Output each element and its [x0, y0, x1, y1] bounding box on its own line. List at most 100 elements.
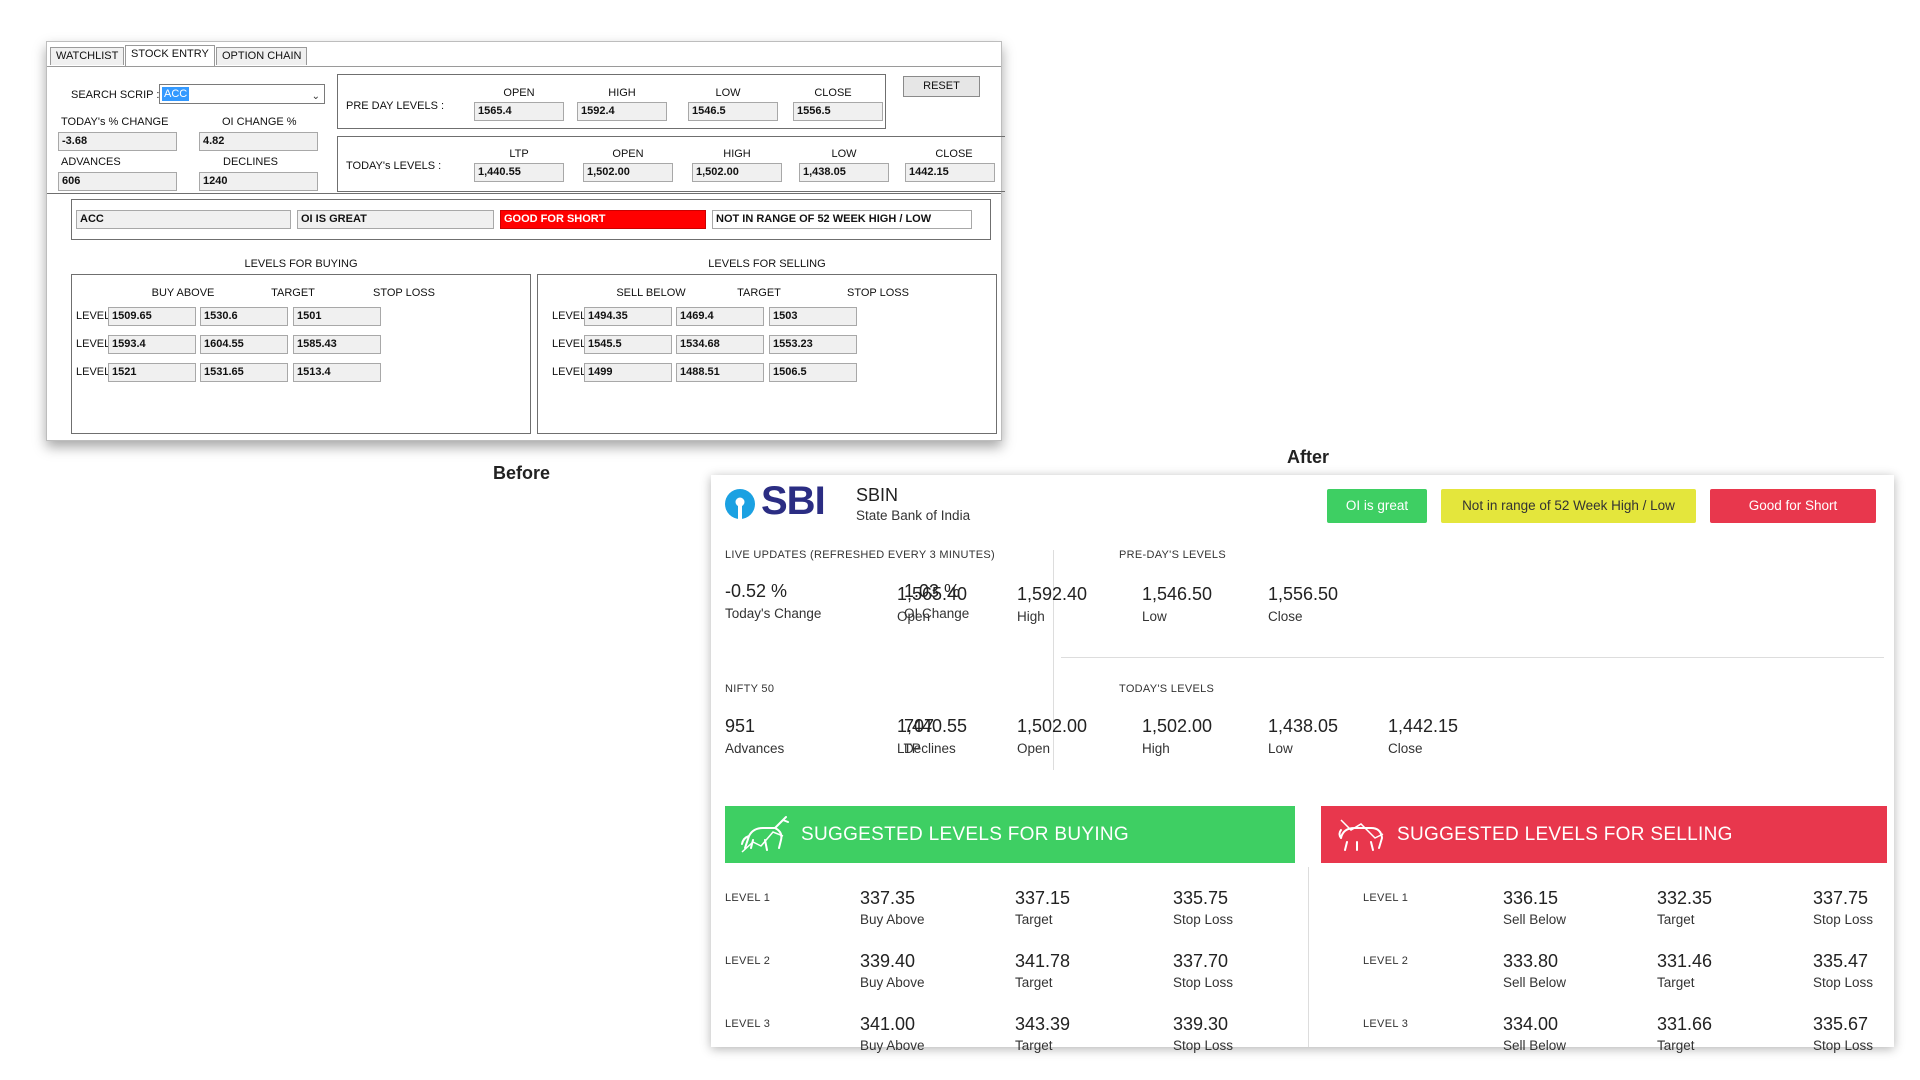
preday-close-field[interactable]: 1556.5 — [793, 102, 883, 121]
declines-label: Declines — [904, 741, 956, 756]
selling-level-field[interactable]: 1534.68 — [676, 335, 764, 354]
buying-header-buy-above: BUY ABOVE — [151, 287, 215, 299]
new-stock-card: SBI SBIN State Bank of India OI is great… — [711, 475, 1894, 1053]
today-low-field[interactable]: 1,438.05 — [799, 163, 889, 182]
preday-open-field[interactable]: 1565.4 — [474, 102, 564, 121]
buying-level-value: 339.30 — [1173, 1014, 1229, 1034]
today-levels-label: TODAY's LEVELS : — [346, 160, 442, 172]
preday-value: 1,556.50 — [1268, 584, 1339, 604]
buying-level-field[interactable]: 1593.4 — [108, 335, 196, 354]
today-close-header: CLOSE — [935, 148, 973, 160]
selling-level-value: 336.15 — [1503, 888, 1559, 908]
buying-level-caption: Stop Loss — [1173, 975, 1234, 990]
today-label: High — [1142, 741, 1170, 756]
company-name: State Bank of India — [856, 508, 971, 523]
after-caption: After — [1287, 447, 1330, 467]
declines-label: DECLINES — [223, 156, 279, 168]
today-label: Open — [1017, 741, 1051, 756]
selling-level-field[interactable]: 1506.5 — [769, 363, 857, 382]
bull-icon — [741, 816, 789, 853]
preday-low-field[interactable]: 1546.5 — [688, 102, 778, 121]
preday-label: High — [1017, 609, 1045, 624]
selling-level-caption: Sell Below — [1503, 1038, 1567, 1053]
declines-field[interactable]: 1240 — [199, 172, 318, 191]
preday-high-field[interactable]: 1592.4 — [577, 102, 667, 121]
search-scrip-dropdown[interactable]: ACC ⌄ — [159, 84, 325, 104]
buying-header-target: TARGET — [271, 287, 315, 299]
search-scrip-label: SEARCH SCRIP : — [71, 89, 160, 101]
preday-value: 1,565.40 — [897, 584, 968, 604]
status-scrip-field[interactable]: ACC — [76, 210, 291, 229]
oi-great-badge: OI is great — [1327, 489, 1427, 523]
status-range-field[interactable]: NOT IN RANGE OF 52 WEEK HIGH / LOW — [712, 210, 972, 229]
today-high-field[interactable]: 1,502.00 — [692, 163, 782, 182]
today-close-field[interactable]: 1442.15 — [905, 163, 995, 182]
buying-level-field[interactable]: 1513.4 — [293, 363, 381, 382]
today-open-field[interactable]: 1,502.00 — [583, 163, 673, 182]
buying-level-field[interactable]: 1530.6 — [200, 307, 288, 326]
oi-change-value: 1.03 % — [904, 581, 961, 601]
status-oi-field[interactable]: OI IS GREAT — [297, 210, 494, 229]
buying-level-caption: Target — [1015, 1038, 1053, 1053]
oi-change-field[interactable]: 4.82 — [199, 132, 318, 151]
preday-label: Low — [1142, 609, 1167, 624]
buying-level-caption: Stop Loss — [1173, 1038, 1234, 1053]
selling-level-value: 331.66 — [1657, 1014, 1713, 1034]
buying-level-caption: Stop Loss — [1173, 912, 1234, 927]
buying-level-field[interactable]: 1585.43 — [293, 335, 381, 354]
nifty-50-label: NIFTY 50 — [725, 683, 775, 695]
chevron-down-icon[interactable]: ⌄ — [311, 91, 320, 102]
selling-level-label: LEVEL 1 — [1363, 892, 1409, 904]
buying-level-field[interactable]: 1509.65 — [108, 307, 196, 326]
preday-levels-label: PRE-DAY'S LEVELS — [1119, 549, 1226, 561]
tab-stock-entry[interactable]: STOCK ENTRY — [125, 45, 215, 66]
buying-level-field[interactable]: 1521 — [108, 363, 196, 382]
buying-group — [71, 274, 531, 434]
buying-level-caption: Target — [1015, 912, 1053, 927]
range-badge: Not in range of 52 Week High / Low — [1441, 489, 1696, 523]
selling-levels-title: SUGGESTED LEVELS FOR SELLING — [1397, 824, 1733, 845]
preday-close-header: CLOSE — [814, 87, 852, 99]
today-value: 1,502.00 — [1017, 716, 1088, 736]
today-label: Low — [1268, 741, 1293, 756]
buying-header-stop-loss: STOP LOSS — [373, 287, 435, 299]
today-ltp-header: LTP — [509, 148, 529, 160]
advances-field[interactable]: 606 — [58, 172, 177, 191]
selling-level-field[interactable]: 1488.51 — [676, 363, 764, 382]
preday-value: 1,592.40 — [1017, 584, 1088, 604]
buying-level-field[interactable]: 1531.65 — [200, 363, 288, 382]
vertical-divider — [1053, 550, 1054, 770]
reset-button[interactable]: RESET — [903, 76, 980, 97]
selling-level-field[interactable]: 1553.23 — [769, 335, 857, 354]
buying-level-caption: Buy Above — [860, 912, 925, 927]
advances-value: 951 — [725, 716, 756, 736]
tab-option-chain[interactable]: OPTION CHAIN — [216, 47, 308, 65]
buying-levels-header: SUGGESTED LEVELS FOR BUYING — [725, 806, 1295, 863]
selling-level-field[interactable]: 1499 — [584, 363, 672, 382]
today-open-header: OPEN — [612, 148, 644, 160]
status-short-field[interactable]: GOOD FOR SHORT — [500, 210, 706, 229]
today-high-header: HIGH — [723, 148, 751, 160]
selling-level-value: 335.47 — [1813, 951, 1869, 971]
todays-change-label: Today's Change — [725, 606, 822, 621]
tab-watchlist[interactable]: WATCHLIST — [50, 47, 125, 65]
selling-level-field[interactable]: 1494.35 — [584, 307, 672, 326]
selling-header-sell-below: SELL BELOW — [616, 287, 686, 299]
selling-level-field[interactable]: 1503 — [769, 307, 857, 326]
todays-change-field[interactable]: -3.68 — [58, 132, 177, 151]
today-ltp-field[interactable]: 1,440.55 — [474, 163, 564, 182]
search-scrip-value: ACC — [162, 87, 190, 101]
selling-level-field[interactable]: 1469.4 — [676, 307, 764, 326]
buying-level-value: 343.39 — [1015, 1014, 1071, 1034]
selling-level-value: 335.67 — [1813, 1014, 1869, 1034]
preday-levels-label: PRE DAY LEVELS : — [346, 100, 445, 112]
selling-level-field[interactable]: 1545.5 — [584, 335, 672, 354]
today-low-header: LOW — [831, 148, 857, 160]
buying-level-field[interactable]: 1501 — [293, 307, 381, 326]
selling-group — [537, 274, 997, 434]
sbi-logo-icon — [725, 489, 755, 519]
declines-value: 707 — [904, 716, 935, 736]
symbol-title: SBIN — [856, 485, 899, 505]
selling-header-stop-loss: STOP LOSS — [847, 287, 909, 299]
buying-level-field[interactable]: 1604.55 — [200, 335, 288, 354]
